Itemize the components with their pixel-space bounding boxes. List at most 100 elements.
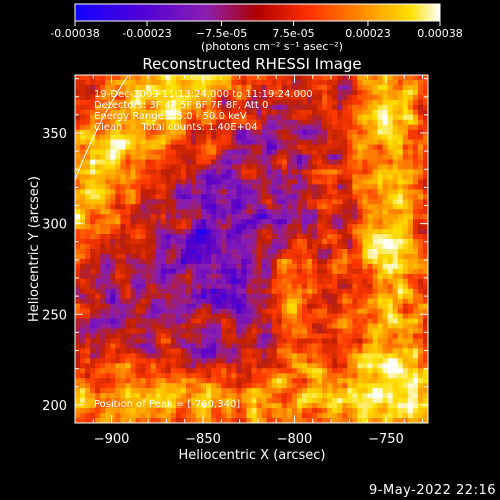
heatmap-cell — [256, 363, 263, 369]
heatmap-cell — [291, 353, 298, 359]
heatmap-cell — [180, 229, 187, 235]
heatmap-cell — [412, 303, 419, 310]
heatmap-cell — [296, 418, 303, 423]
heatmap-cell — [105, 313, 111, 320]
heatmap-cell — [226, 303, 232, 310]
heatmap-cell — [140, 194, 147, 200]
heatmap-cell — [382, 189, 389, 195]
heatmap-cell — [291, 139, 298, 146]
heatmap-cell — [246, 303, 253, 310]
heatmap-cell — [196, 318, 202, 325]
heatmap-cell — [367, 174, 374, 180]
colorbar-tick-label: -0.00038 — [50, 27, 99, 40]
heatmap-cell — [120, 84, 127, 91]
heatmap-cell — [150, 109, 157, 116]
heatmap-cell — [402, 114, 409, 121]
heatmap-cell — [271, 184, 278, 190]
heatmap-cell — [115, 139, 121, 146]
heatmap-cell — [397, 413, 404, 419]
heatmap-cell — [105, 194, 111, 200]
heatmap-cell — [256, 159, 263, 166]
heatmap-cell — [221, 318, 227, 325]
heatmap-cell — [342, 75, 348, 81]
heatmap-cell — [241, 378, 248, 384]
heatmap-cell — [382, 253, 389, 260]
heatmap-cell — [261, 293, 268, 300]
heatmap-cell — [75, 204, 81, 210]
heatmap-cell — [125, 84, 132, 91]
heatmap-cell — [407, 343, 414, 350]
heatmap-cell — [120, 288, 127, 295]
heatmap-cell — [206, 263, 212, 270]
heatmap-cell — [367, 194, 374, 200]
heatmap-cell — [80, 288, 86, 295]
heatmap-cell — [291, 229, 298, 235]
heatmap-cell — [291, 149, 298, 156]
heatmap-cell — [306, 154, 313, 161]
heatmap-cell — [125, 179, 132, 185]
heatmap-cell — [231, 214, 237, 220]
heatmap-cell — [231, 209, 237, 215]
heatmap-cell — [312, 318, 318, 325]
heatmap-cell — [95, 94, 101, 101]
heatmap-cell — [231, 244, 237, 250]
heatmap-cell — [90, 383, 96, 389]
heatmap-cell — [392, 293, 399, 300]
heatmap-cell — [170, 333, 177, 340]
heatmap-cell — [130, 219, 137, 225]
heatmap-cell — [80, 363, 86, 369]
heatmap-cell — [347, 189, 353, 195]
heatmap-cell — [322, 368, 328, 374]
heatmap-cell — [145, 348, 152, 354]
heatmap-cell — [130, 244, 137, 250]
heatmap-cell — [226, 89, 232, 96]
heatmap-cell — [231, 159, 237, 166]
heatmap-cell — [327, 393, 333, 399]
heatmap-cell — [150, 179, 157, 185]
heatmap-cell — [130, 109, 137, 116]
heatmap-cell — [291, 144, 298, 151]
heatmap-cell — [317, 169, 323, 176]
heatmap-cell — [382, 348, 389, 354]
heatmap-cell — [120, 283, 127, 290]
heatmap-cell — [296, 184, 303, 190]
heatmap-cell — [80, 139, 86, 146]
heatmap-cell — [115, 398, 121, 404]
heatmap-cell — [357, 323, 364, 330]
heatmap-cell — [226, 338, 232, 345]
heatmap-cell — [387, 214, 394, 220]
heatmap-cell — [382, 358, 389, 364]
heatmap-cell — [236, 288, 243, 295]
heatmap-cell — [337, 204, 343, 210]
heatmap-cell — [271, 119, 278, 126]
heatmap-cell — [301, 114, 308, 121]
heatmap-cell — [115, 154, 121, 161]
heatmap-cell — [105, 288, 111, 295]
heatmap-cell — [155, 154, 162, 161]
heatmap-cell — [211, 159, 217, 166]
heatmap-cell — [251, 75, 258, 81]
heatmap-cell — [377, 209, 384, 215]
heatmap-cell — [246, 229, 253, 235]
heatmap-cell — [312, 253, 318, 260]
heatmap-cell — [342, 79, 348, 86]
heatmap-cell — [155, 408, 162, 414]
heatmap-cell — [120, 114, 127, 121]
heatmap-cell — [327, 408, 333, 414]
heatmap-cell — [347, 368, 353, 374]
heatmap-cell — [170, 174, 177, 180]
heatmap-cell — [226, 104, 232, 111]
heatmap-cell — [347, 358, 353, 364]
heatmap-cell — [281, 174, 288, 180]
heatmap-cell — [392, 189, 399, 195]
heatmap-cell — [322, 343, 328, 350]
heatmap-cell — [402, 94, 409, 101]
heatmap-cell — [85, 303, 91, 310]
heatmap-cell — [175, 99, 182, 106]
heatmap-cell — [115, 224, 121, 230]
heatmap-cell — [80, 214, 86, 220]
heatmap-cell — [281, 79, 288, 86]
heatmap-cell — [402, 99, 409, 106]
heatmap-cell — [130, 338, 137, 345]
heatmap-cell — [160, 358, 167, 364]
